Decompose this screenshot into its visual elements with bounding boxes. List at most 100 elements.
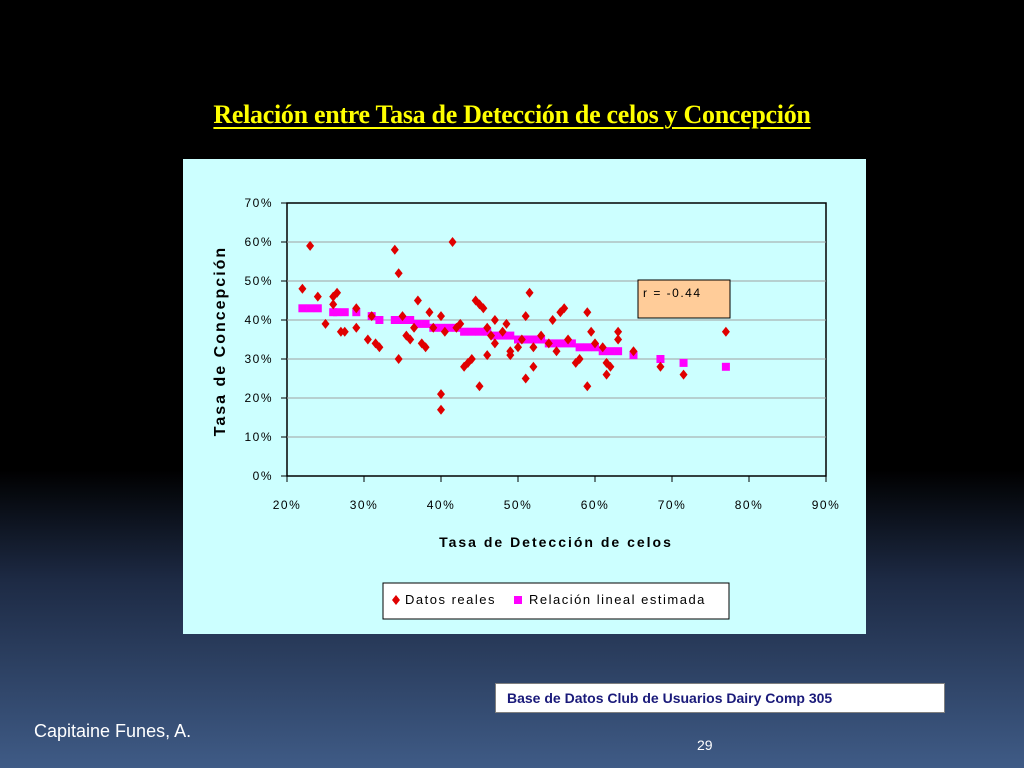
- y-tick-label: 70%: [244, 196, 273, 210]
- data-point: [452, 322, 461, 333]
- data-point: [425, 307, 434, 318]
- source-citation: Base de Datos Club de Usuarios Dairy Com…: [495, 683, 945, 713]
- fit-point: [333, 308, 342, 317]
- fit-point: [506, 331, 515, 340]
- fit-point: [656, 355, 665, 363]
- fit-point: [421, 319, 430, 328]
- data-point: [521, 311, 530, 322]
- data-point: [390, 244, 399, 255]
- x-tick-label: 30%: [350, 498, 379, 512]
- fit-point: [406, 316, 415, 324]
- gridlines: [287, 241, 826, 438]
- y-axis: 0% 10% 20% 30% 40% 50% 60% 70%: [244, 196, 287, 483]
- data-point: [552, 346, 561, 357]
- data-point: [394, 268, 403, 279]
- data-point: [537, 330, 546, 341]
- data-point: [487, 330, 496, 341]
- scatter-chart: 0% 10% 20% 30% 40% 50% 60% 70% 20% 30% 40% 50% 60% 7…: [212, 196, 841, 620]
- fit-point: [467, 327, 476, 336]
- fit-point: [413, 319, 422, 328]
- data-point: [467, 354, 476, 364]
- data-point: [560, 303, 569, 314]
- data-point: [329, 291, 338, 302]
- y-tick-label: 30%: [244, 352, 273, 366]
- legend-label-datos-reales: Datos reales: [405, 592, 496, 607]
- data-point: [333, 287, 342, 298]
- data-point: [313, 291, 322, 302]
- data-point: [506, 350, 515, 361]
- data-point: [367, 311, 376, 322]
- data-point: [490, 315, 499, 325]
- chart-panel: 0% 10% 20% 30% 40% 50% 60% 70% 20% 30% 40% 50% 60% 7…: [183, 159, 866, 634]
- fit-point: [444, 323, 453, 332]
- data-point: [475, 381, 484, 392]
- legend-marker-relacion-lineal: [514, 596, 522, 604]
- x-tick-label: 40%: [427, 498, 456, 512]
- data-point: [490, 338, 499, 349]
- fit-point: [298, 304, 307, 313]
- y-axis-label: Tasa de Concepción: [212, 246, 229, 436]
- y-tick-label: 20%: [244, 391, 273, 405]
- data-point: [521, 373, 530, 384]
- data-point: [587, 326, 596, 337]
- legend-box: [382, 582, 730, 620]
- data-point: [329, 299, 338, 310]
- x-tick-label: 20%: [273, 498, 302, 512]
- data-point: [598, 342, 607, 353]
- data-point: [398, 311, 407, 322]
- data-point: [614, 326, 623, 337]
- data-points: [298, 237, 730, 415]
- data-point: [517, 334, 526, 345]
- annotation-text: r = -0.44: [643, 286, 702, 300]
- data-point: [679, 369, 688, 380]
- data-point: [437, 404, 445, 415]
- fit-point: [306, 304, 315, 313]
- fit-point: [560, 339, 569, 348]
- fit-point: [679, 358, 688, 367]
- data-point: [525, 287, 534, 298]
- fit-point: [614, 347, 623, 356]
- data-point: [410, 322, 419, 333]
- x-axis-label: Tasa de Detección de celos: [439, 534, 673, 550]
- slide-title-text: Relación entre Tasa de Detección de celo…: [213, 100, 811, 129]
- data-point: [298, 283, 307, 294]
- correlation-annotation: r = -0.44: [637, 279, 731, 319]
- x-tick-label: 60%: [581, 498, 610, 512]
- x-tick-label: 80%: [735, 498, 764, 512]
- data-point: [321, 318, 330, 329]
- x-tick-label: 90%: [812, 498, 841, 512]
- data-point: [421, 342, 430, 353]
- y-tick-label: 60%: [244, 235, 273, 249]
- data-point: [548, 315, 557, 325]
- data-point: [529, 342, 538, 353]
- data-point: [394, 354, 403, 364]
- fit-point: [340, 308, 349, 317]
- legend: Datos reales Relación lineal estimada: [382, 582, 730, 620]
- fit-point: [390, 316, 399, 324]
- data-point: [602, 369, 611, 380]
- fit-point: [460, 327, 469, 336]
- data-point: [460, 361, 469, 372]
- data-point: [406, 334, 415, 345]
- fit-point: [606, 347, 615, 356]
- fit-point: [575, 343, 584, 352]
- data-point: [575, 354, 584, 364]
- fit-point: [437, 323, 445, 332]
- legend-marker-datos-reales: [392, 595, 400, 605]
- fit-point: [313, 304, 322, 313]
- data-point: [591, 338, 599, 349]
- x-axis: 20% 30% 40% 50% 60% 70% 80% 90%: [273, 476, 841, 512]
- data-point: [437, 389, 445, 400]
- data-point: [606, 361, 615, 372]
- legend-label-relacion-lineal: Relación lineal estimada: [529, 592, 706, 607]
- data-point: [429, 322, 438, 333]
- data-point: [614, 334, 623, 345]
- data-point: [483, 350, 492, 361]
- fit-point: [552, 339, 561, 348]
- data-point: [352, 303, 361, 314]
- data-point: [340, 326, 349, 337]
- annotation-box: [637, 279, 731, 319]
- slide-title: Relación entre Tasa de Detección de celo…: [0, 100, 1024, 130]
- data-point: [437, 311, 445, 322]
- y-tick-label: 10%: [244, 430, 273, 444]
